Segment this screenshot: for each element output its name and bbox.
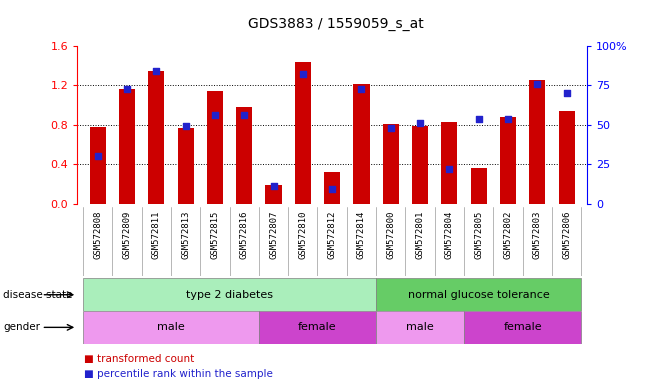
Text: gender: gender	[3, 322, 40, 333]
Text: GSM572810: GSM572810	[299, 211, 307, 259]
Text: GSM572806: GSM572806	[562, 211, 571, 259]
Point	[151, 68, 162, 74]
Point	[121, 86, 132, 92]
Point	[93, 153, 103, 159]
Point	[209, 112, 220, 118]
Text: GSM572811: GSM572811	[152, 211, 161, 259]
Point	[473, 116, 484, 122]
Bar	[382, 124, 399, 204]
Bar	[529, 79, 546, 204]
Text: disease state: disease state	[3, 290, 73, 300]
Point	[239, 112, 250, 118]
Text: GSM572808: GSM572808	[93, 211, 102, 259]
Text: GSM572812: GSM572812	[327, 211, 337, 259]
Text: male: male	[406, 322, 434, 333]
Bar	[266, 185, 282, 204]
Text: GSM572800: GSM572800	[386, 211, 395, 259]
Bar	[83, 278, 376, 311]
Point	[180, 123, 191, 129]
Bar	[83, 311, 259, 344]
Text: type 2 diabetes: type 2 diabetes	[186, 290, 273, 300]
Point	[444, 166, 455, 172]
Bar	[236, 107, 252, 204]
Point	[297, 71, 308, 78]
Point	[415, 120, 425, 126]
Point	[503, 116, 513, 122]
Text: ■ transformed count: ■ transformed count	[84, 354, 194, 364]
Text: GSM572807: GSM572807	[269, 211, 278, 259]
Bar	[119, 89, 135, 204]
Point	[385, 125, 396, 131]
Text: female: female	[298, 322, 337, 333]
Text: male: male	[157, 322, 185, 333]
Text: GSM572816: GSM572816	[240, 211, 249, 259]
Bar	[376, 278, 581, 311]
Bar	[148, 71, 164, 204]
Text: GSM572804: GSM572804	[445, 211, 454, 259]
Text: GSM572802: GSM572802	[503, 211, 513, 259]
Text: GSM572809: GSM572809	[123, 211, 132, 259]
Bar	[500, 117, 516, 204]
Bar	[558, 111, 574, 204]
Text: ■ percentile rank within the sample: ■ percentile rank within the sample	[84, 369, 272, 379]
Point	[561, 90, 572, 96]
Point	[532, 81, 543, 87]
Text: GSM572803: GSM572803	[533, 211, 541, 259]
Bar	[295, 62, 311, 204]
Point	[327, 186, 338, 192]
Bar	[470, 168, 486, 204]
Point	[268, 183, 279, 189]
Text: GDS3883 / 1559059_s_at: GDS3883 / 1559059_s_at	[248, 17, 423, 31]
Point	[356, 86, 367, 92]
Bar	[442, 122, 458, 204]
Text: normal glucose tolerance: normal glucose tolerance	[408, 290, 550, 300]
Text: GSM572805: GSM572805	[474, 211, 483, 259]
Text: female: female	[503, 322, 542, 333]
Bar	[324, 172, 340, 204]
Bar	[259, 311, 376, 344]
Bar	[90, 127, 106, 204]
Bar	[376, 311, 464, 344]
Text: GSM572801: GSM572801	[415, 211, 425, 259]
Bar	[412, 126, 428, 204]
Bar	[464, 311, 581, 344]
Bar	[354, 84, 370, 204]
Text: GSM572813: GSM572813	[181, 211, 190, 259]
Bar	[207, 91, 223, 204]
Bar	[178, 128, 194, 204]
Text: GSM572814: GSM572814	[357, 211, 366, 259]
Text: GSM572815: GSM572815	[211, 211, 219, 259]
